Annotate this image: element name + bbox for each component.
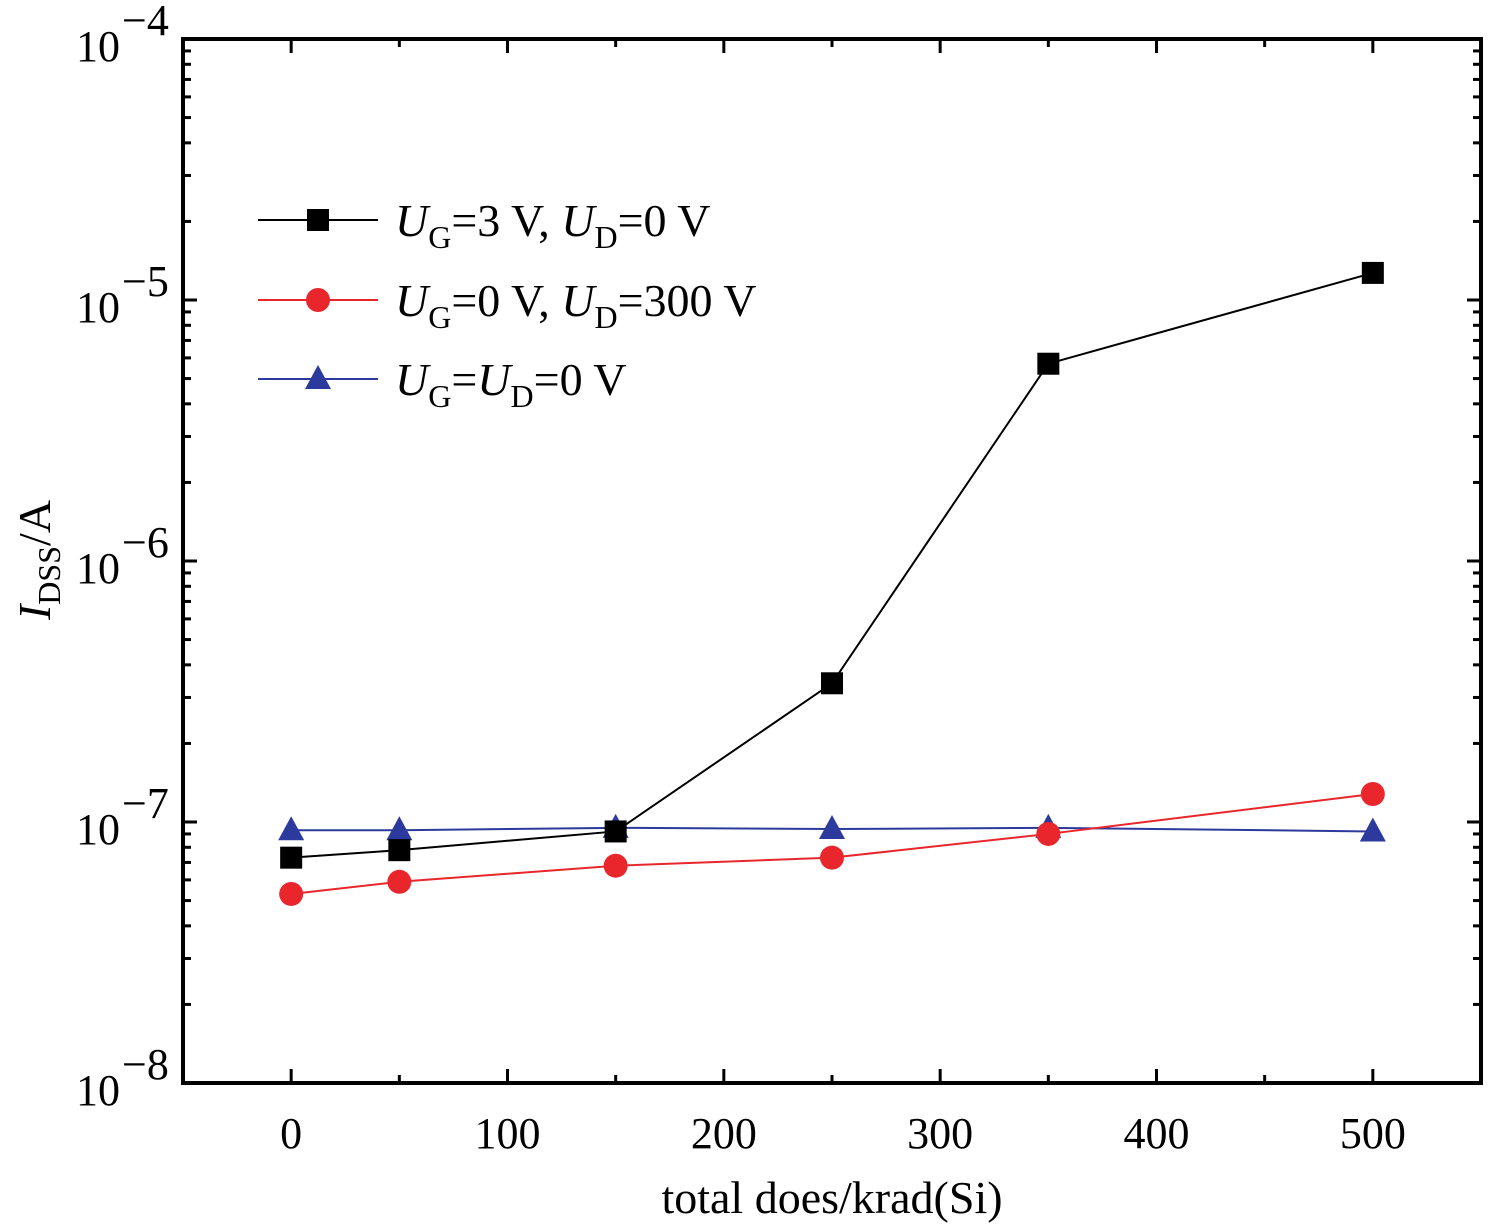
data-point: [1036, 821, 1061, 846]
x-tick-label: 0: [280, 1109, 302, 1158]
axes: [181, 37, 1483, 1085]
series-line: [291, 793, 1373, 895]
series-1: [279, 782, 1385, 906]
legend-entry: UG=3 V, UD=0 V: [258, 195, 710, 255]
axis-labels: 0 100 200 300 400 50010−810−710−610−510−4tota…: [9, 0, 1406, 1223]
x-tick-label: 200: [691, 1109, 757, 1158]
y-tick-label: 10: [76, 22, 120, 71]
data-point: [387, 869, 412, 894]
data-point: [279, 881, 304, 906]
x-tick-label: 400: [1124, 1109, 1190, 1158]
legend-marker: [306, 288, 330, 312]
data-point: [1361, 261, 1384, 284]
y-tick-exponent: −8: [122, 1040, 169, 1089]
x-tick-label: 300: [907, 1109, 973, 1158]
data-point: [278, 816, 305, 841]
y-tick-exponent: −5: [122, 257, 169, 306]
data-point: [819, 815, 845, 840]
data-point: [1037, 352, 1060, 375]
x-axis-title: total does/krad(Si): [661, 1172, 1002, 1223]
data-point: [821, 672, 843, 695]
y-axis-title: IDSS/A: [9, 500, 67, 621]
data-point: [1359, 817, 1386, 842]
legend-entry: UG=UD=0 V: [258, 354, 626, 414]
y-tick-exponent: −7: [122, 779, 169, 828]
series-2: [278, 813, 1386, 842]
data-point: [604, 820, 627, 843]
x-tick-label: 100: [475, 1109, 541, 1158]
series-line: [291, 826, 1373, 833]
y-tick-label: 10: [76, 283, 120, 332]
data-point: [386, 816, 413, 841]
plot-frame: [181, 37, 1483, 1085]
series-0: [280, 261, 1384, 869]
legend-label: UG=3 V, UD=0 V: [395, 195, 710, 255]
legend: UG=3 V, UD=0 V UG=0 V, UD=300 V UG=UD=0 V: [258, 195, 756, 414]
data-point: [1360, 782, 1385, 807]
x-tick-label: 500: [1340, 1109, 1406, 1158]
y-tick-exponent: −4: [122, 0, 169, 45]
legend-label: UG=0 V, UD=300 V: [395, 275, 756, 335]
series-layer: [278, 261, 1386, 906]
legend-marker: [307, 209, 329, 231]
legend-marker: [305, 365, 331, 389]
y-tick-exponent: −6: [122, 518, 169, 567]
data-point: [280, 846, 303, 869]
y-tick-label: 10: [76, 805, 120, 854]
legend-entry: UG=0 V, UD=300 V: [258, 275, 756, 335]
legend-label: UG=UD=0 V: [395, 354, 626, 414]
series-line: [291, 271, 1374, 859]
y-tick-label: 10: [76, 544, 120, 593]
data-point: [820, 845, 844, 870]
data-point: [603, 853, 628, 878]
data-point: [388, 839, 411, 862]
y-tick-label: 10: [76, 1066, 120, 1115]
